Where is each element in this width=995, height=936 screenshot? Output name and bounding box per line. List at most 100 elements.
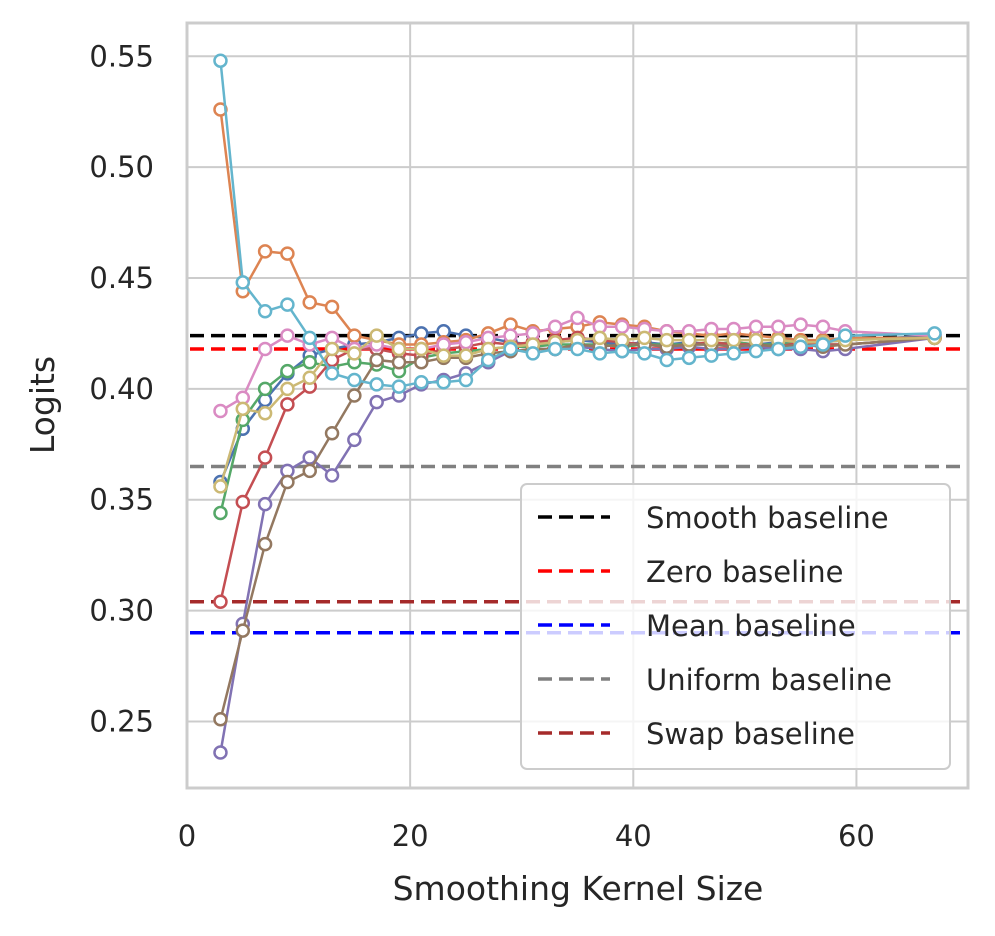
data-point (748, 319, 764, 335)
y-axis-label: Logits (23, 356, 62, 454)
x-tick-label: 0 (178, 819, 196, 853)
tick-labels: 0 20 40 60 0.25 0.30 0.35 0.40 0.45 0.50 0.55 (89, 39, 874, 853)
y-tick-label: 0.45 (89, 261, 154, 295)
data-point (458, 335, 474, 350)
data-point (771, 319, 786, 335)
data-point (369, 377, 384, 392)
y-tick-label: 0.30 (89, 594, 154, 628)
data-point (458, 348, 474, 363)
data-point (614, 319, 630, 335)
plot-frame (185, 21, 970, 790)
data-point (704, 332, 719, 348)
data-point (302, 295, 317, 310)
data-point (347, 372, 362, 388)
data-point (302, 370, 317, 386)
legend-box (520, 483, 951, 770)
data-point (748, 343, 764, 359)
legend-entry-label: Mean baseline (646, 609, 856, 643)
data-point (324, 468, 340, 483)
data-point (347, 328, 362, 343)
data-point (771, 341, 786, 357)
data-point (257, 244, 273, 259)
data-point (213, 53, 228, 68)
x-tick-label: 60 (838, 819, 875, 853)
grid (186, 23, 968, 788)
data-point (347, 432, 362, 448)
data-point (213, 479, 228, 494)
data-point (681, 350, 697, 366)
data-point (726, 346, 741, 361)
data-point (257, 450, 273, 465)
data-point (637, 330, 652, 346)
data-point (302, 330, 317, 346)
data-point (414, 355, 429, 370)
data-point (280, 474, 295, 490)
data-point (257, 496, 273, 512)
data-point (213, 505, 228, 521)
x-tick-label: 40 (615, 819, 652, 853)
data-point (235, 623, 251, 638)
data-point (480, 352, 496, 368)
data-point (659, 352, 675, 368)
legend: Smooth baseline Zero baseline Mean baselin… (520, 483, 951, 770)
data-point (280, 328, 295, 343)
data-point (659, 332, 675, 348)
legend-entry-label: Smooth baseline (646, 501, 889, 535)
data-point (235, 275, 251, 290)
y-tick-label: 0.25 (89, 704, 154, 738)
x-tick-label: 20 (392, 819, 429, 853)
data-point (213, 403, 228, 419)
y-tick-label: 0.40 (89, 372, 154, 406)
y-tick-label: 0.35 (89, 483, 154, 517)
data-point (391, 379, 407, 394)
data-point (704, 348, 719, 363)
data-point (414, 374, 429, 390)
data-point (547, 319, 563, 335)
x-axis-label: Smoothing Kernel Size (393, 869, 764, 908)
data-point (302, 450, 317, 465)
data-point (213, 594, 228, 609)
data-point (257, 304, 273, 319)
data-point (592, 346, 608, 361)
data-point (369, 394, 384, 410)
y-tick-label: 0.50 (89, 150, 154, 184)
data-point (235, 494, 251, 510)
data-point (257, 381, 273, 397)
data-point (793, 317, 808, 332)
data-point (324, 366, 340, 381)
legend-entry-label: Swap baseline (646, 717, 855, 751)
data-point (927, 326, 942, 341)
data-point (302, 463, 317, 479)
data-point (458, 372, 474, 388)
data-point (414, 341, 429, 357)
data-point (257, 341, 273, 357)
data-point (213, 712, 228, 727)
data-point (213, 745, 228, 760)
data-point (793, 339, 808, 354)
legend-entry-label: Zero baseline (646, 555, 843, 589)
data-point (235, 401, 251, 417)
data-point (503, 341, 518, 357)
data-point (280, 363, 295, 379)
data-point (838, 328, 853, 343)
data-point (391, 341, 407, 357)
data-point (257, 406, 273, 421)
data-point (257, 536, 273, 552)
data-point (347, 346, 362, 361)
data-point (436, 374, 451, 390)
data-point (324, 425, 340, 441)
data-point (436, 348, 451, 363)
data-point (280, 381, 295, 397)
data-point (280, 397, 295, 412)
data-point (347, 388, 362, 403)
data-point (637, 346, 652, 361)
data-point (369, 352, 384, 368)
data-point (592, 330, 608, 346)
data-point (280, 246, 295, 261)
data-point (726, 332, 741, 348)
data-point (547, 341, 563, 357)
data-point (525, 346, 541, 361)
data-point (324, 341, 340, 357)
data-point (369, 328, 384, 343)
